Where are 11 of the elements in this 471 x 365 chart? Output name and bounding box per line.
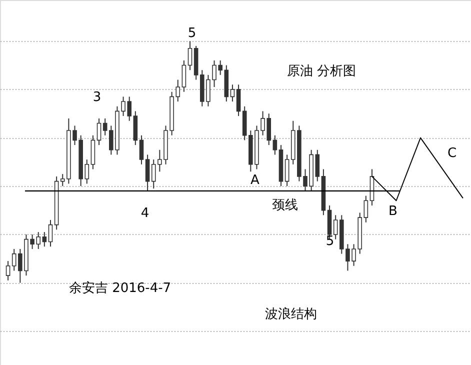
text: 波浪结构	[265, 306, 317, 322]
annotation: 4	[140, 206, 150, 221]
annotation: A	[250, 173, 260, 188]
text: 5	[188, 26, 196, 41]
text: 原油 分析图	[287, 64, 356, 79]
annotation: C	[447, 146, 457, 161]
annotation: 3	[92, 90, 102, 105]
annotation: 颈线	[272, 198, 298, 213]
annotation: 余安吉 2016-4-7	[68, 280, 172, 296]
annotation: 5	[326, 234, 334, 249]
annotation: B	[388, 204, 398, 219]
